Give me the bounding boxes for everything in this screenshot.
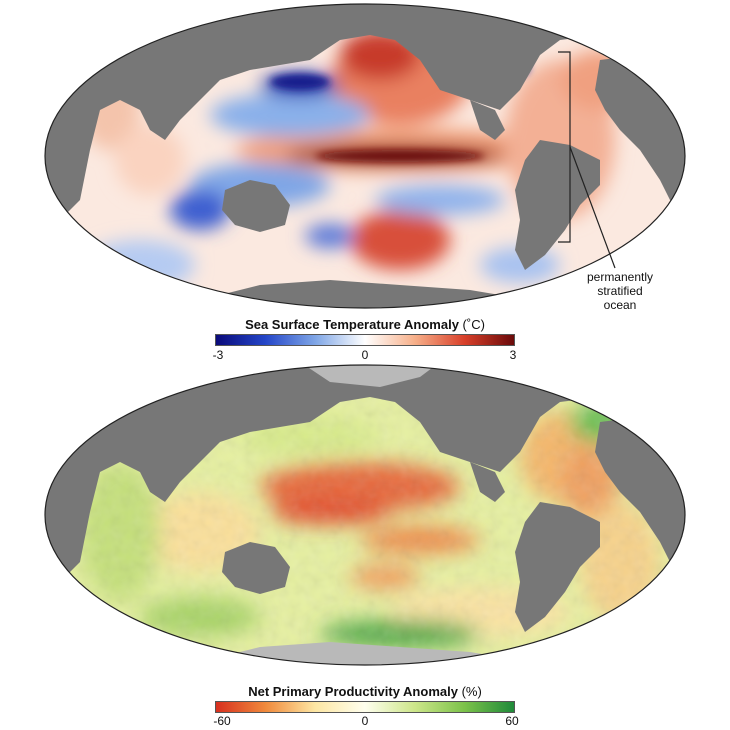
sst-tick-max: 3 [509,348,517,362]
annotation-line: permanently [586,270,654,284]
sst-legend-title: Sea Surface Temperature Anomaly (˚C) [0,317,730,332]
npp-color-scale [215,701,515,713]
npp-legend-unit: (%) [461,684,482,699]
npp-tick-min: -60 [213,714,231,728]
sst-ocean-field [45,4,685,308]
sst-tick-mid: 0 [361,348,369,362]
sst-land [45,4,685,308]
annotation-bracket [558,51,616,269]
npp-ocean-field [45,365,685,665]
sst-color-scale [215,334,515,346]
sst-tick-min: -3 [212,348,224,362]
npp-anomaly-map [44,364,686,666]
npp-tick-max: 60 [505,714,519,728]
npp-tick-mid: 0 [361,714,369,728]
sst-legend-title-text: Sea Surface Temperature Anomaly [245,317,459,332]
sst-anomaly-map [44,3,686,309]
annotation-line: ocean [603,298,637,312]
npp-legend-title: Net Primary Productivity Anomaly (%) [0,684,730,699]
npp-ice [180,365,560,665]
annotation-label: permanently stratified ocean [575,270,665,312]
sst-legend-unit: (˚C) [462,317,485,332]
npp-legend-title-text: Net Primary Productivity Anomaly [248,684,458,699]
annotation-line: stratified [597,284,643,298]
